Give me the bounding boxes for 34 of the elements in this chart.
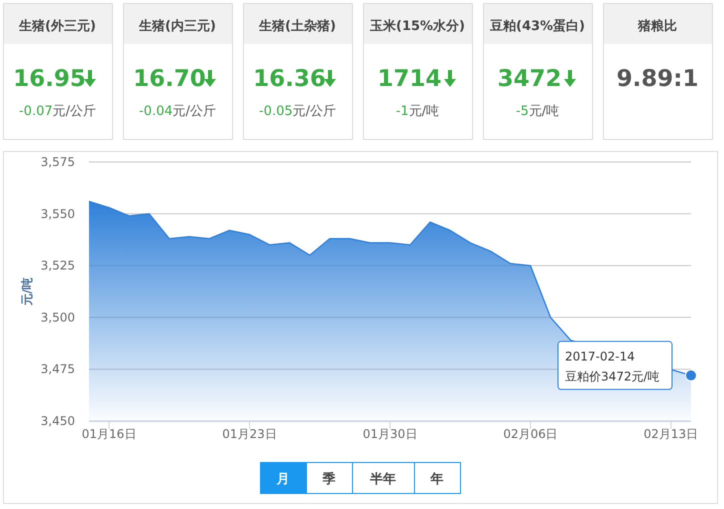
text: 16.70 [133,66,206,92]
text: 16.95 [13,66,86,92]
text: -0.04元/公斤 [138,104,216,119]
x-tick-label: 02月13日 [644,427,698,441]
y-axis-title: 元/吨 [20,277,34,307]
text: 3472 [497,66,562,92]
x-tick-label: 01月30日 [362,427,418,441]
text: -0.05元/公斤 [258,104,336,119]
text: 16.36 [253,66,326,92]
text: 9.89:1 [616,66,698,92]
x-tick-label: 02月06日 [503,427,558,441]
y-tick-label: 3,525 [40,258,75,273]
y-tick-label: 3,575 [40,155,75,169]
y-tick-label: 3,475 [40,362,75,376]
text: 生猪(土杂猪) [258,19,336,34]
text: -0.07元/公斤 [18,104,96,119]
text: -5元/吨 [516,104,560,119]
text: 月 [276,472,290,487]
text: 玉米(15%水分) [369,19,465,34]
text: 季 [322,471,336,487]
y-tick-label: 3,550 [40,206,75,221]
text: 猪粮比 [637,18,677,34]
text: 生猪(内三元) [138,19,216,34]
text: -1元/吨 [396,104,440,119]
text: 年 [430,472,444,487]
y-tick-label: 3,450 [40,414,75,428]
annotation: 2017-02-14 豆粕价3472元/吨 [565,349,660,384]
text: 1714 [377,66,442,92]
y-tick-label: 3,500 [40,310,75,324]
text: 豆粕(43%蛋白) [489,19,585,34]
text: 半年 [369,472,396,487]
x-tick-label: 01月16日 [82,427,136,441]
x-tick-label: 01月23日 [222,427,277,441]
text: 生猪(外三元) [18,19,96,34]
